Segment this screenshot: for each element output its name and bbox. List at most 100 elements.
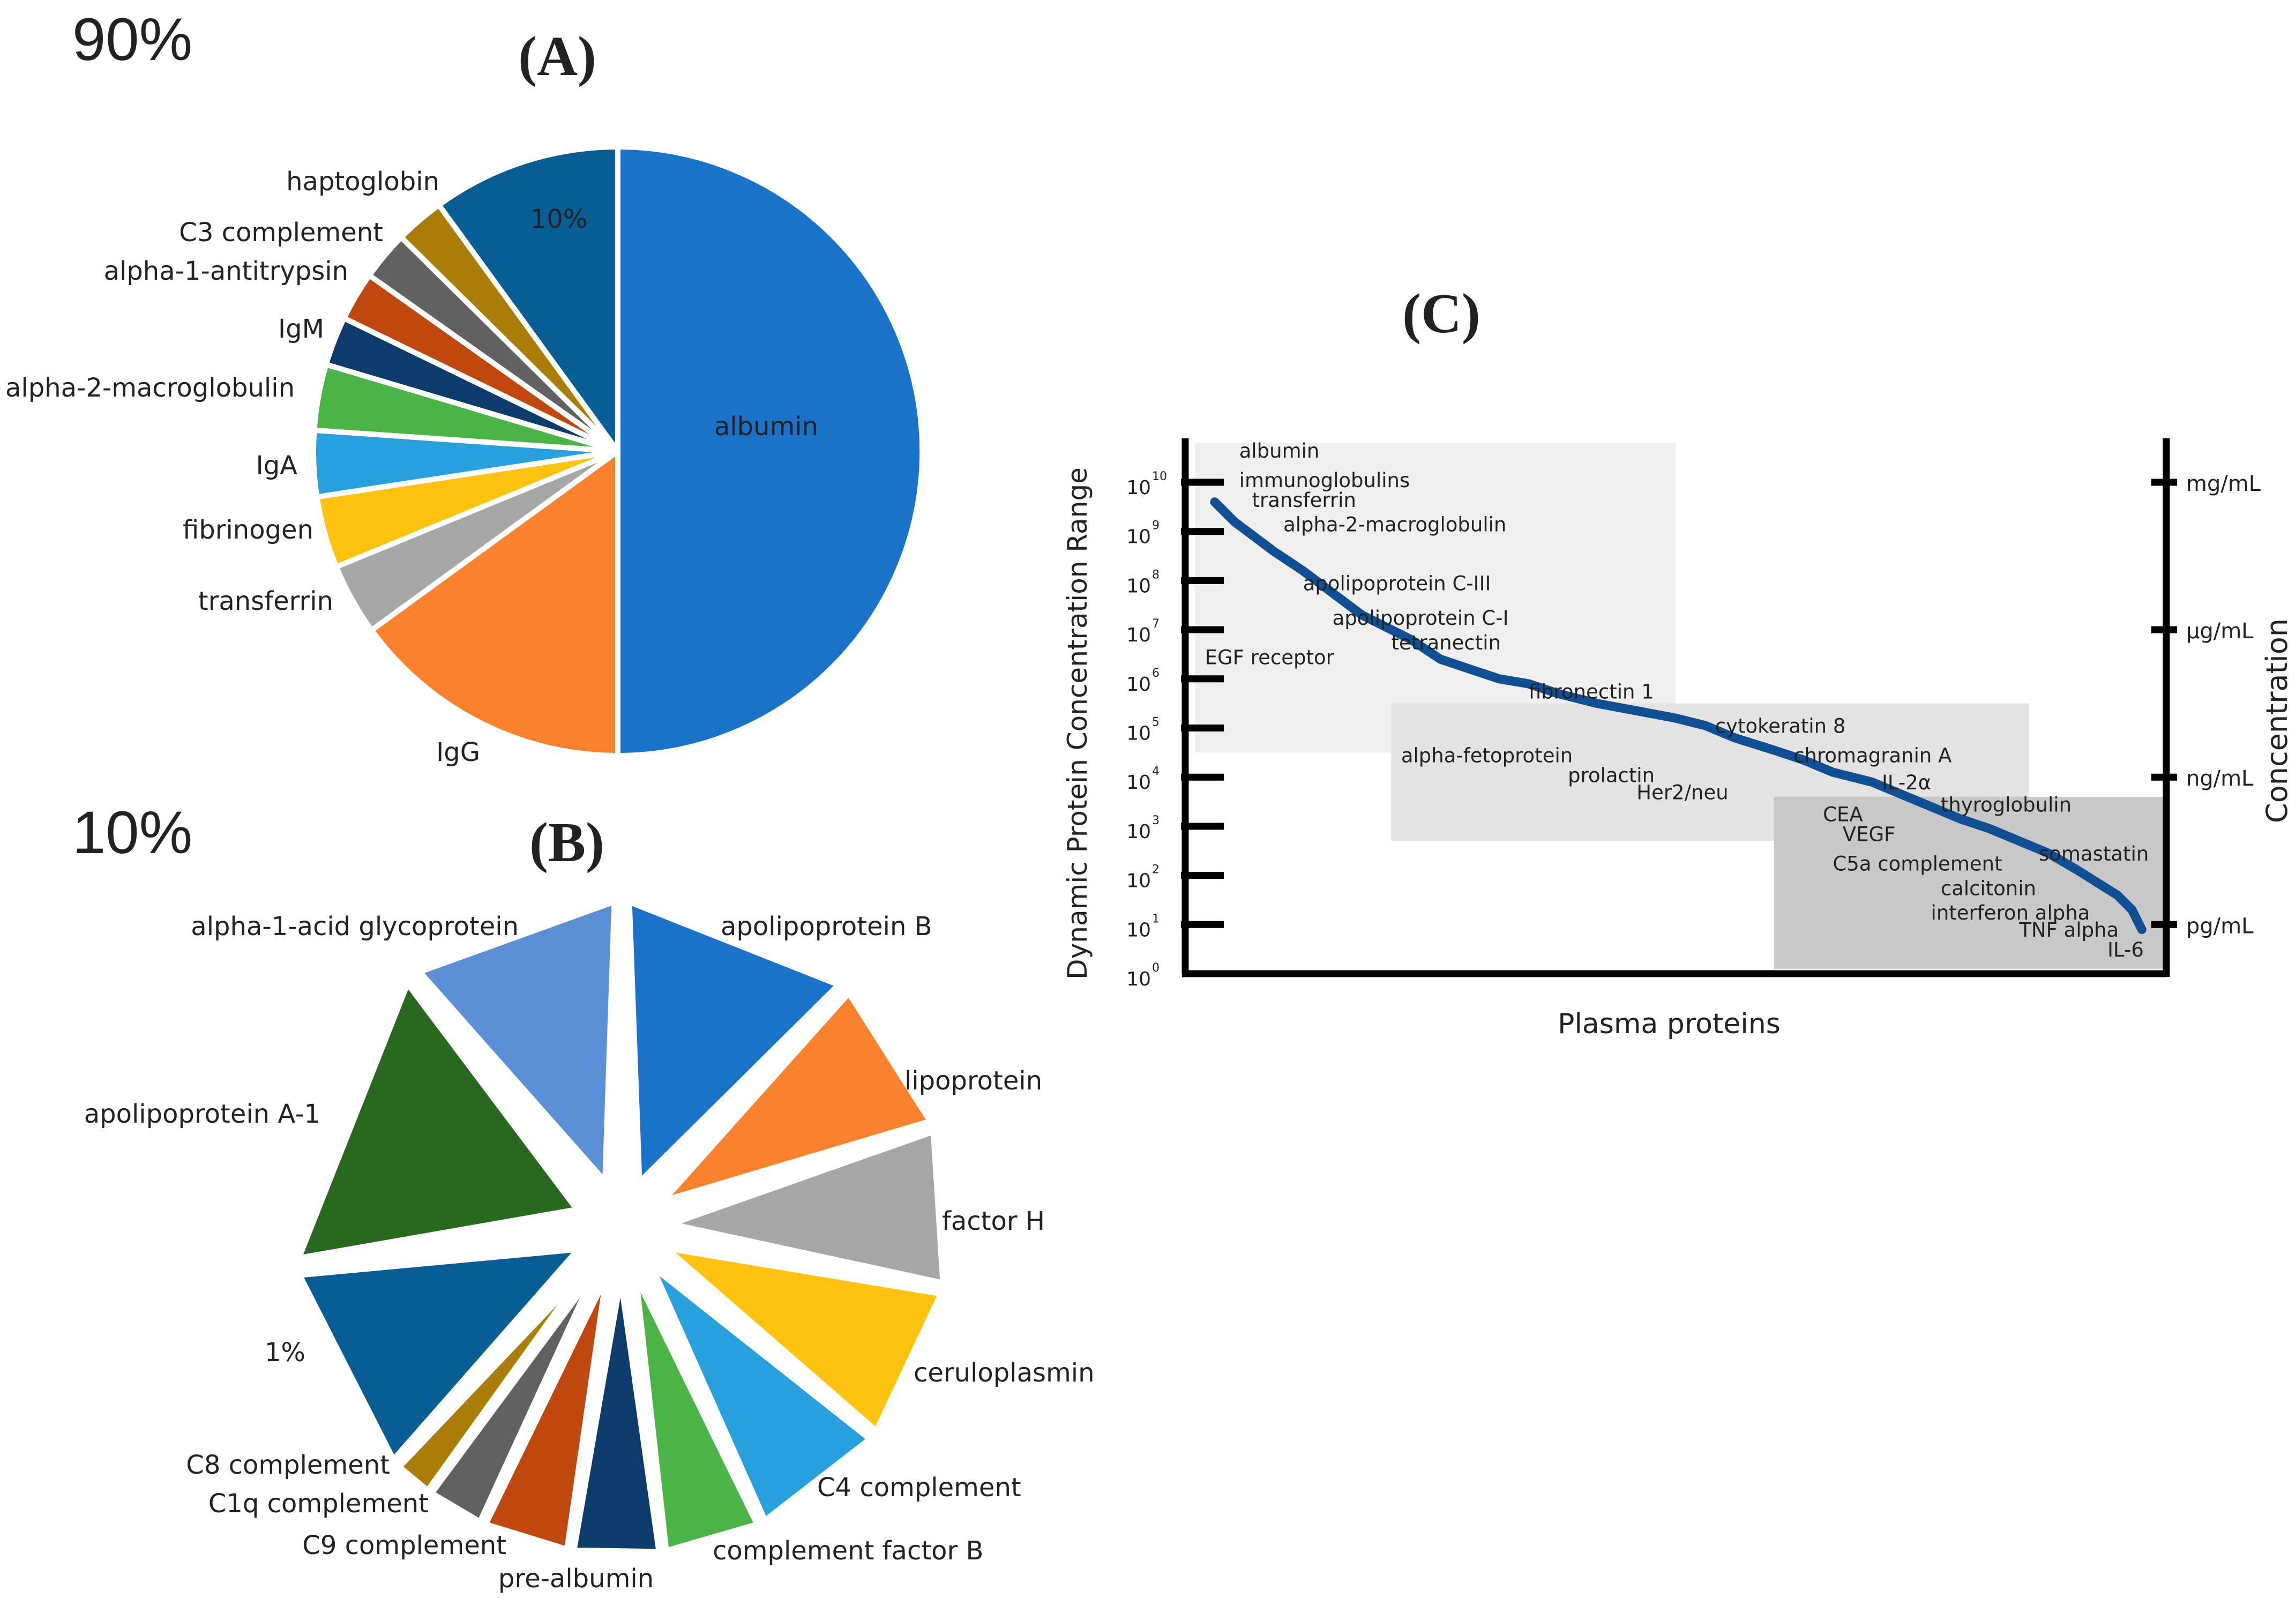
share-label-a: 90% <box>72 6 192 73</box>
panel-c: (C)1001011021031041051061071081091010pg/… <box>1062 282 2294 1040</box>
pie-b-slice-factor-h <box>654 1125 948 1289</box>
y-tick-label-8: 10 <box>1126 575 1151 597</box>
y-tick-label-9: 10 <box>1126 526 1151 548</box>
pie-b-label-apolipoprotein-b: apolipoprotein B <box>721 912 932 942</box>
annotation-cea: CEA <box>1823 803 1863 826</box>
right-tick-label-ng-ml: ng/mL <box>2186 766 2254 791</box>
annotation-alpha-fetoprotein: alpha-fetoprotein <box>1401 744 1573 767</box>
y-tick-label-2: 10 <box>1126 870 1151 892</box>
pie-b-slice-complement-factor-b <box>631 1270 764 1557</box>
panel-label-a: (A) <box>518 25 596 87</box>
y-tick-exponent-2: 2 <box>1152 863 1160 877</box>
pie-b-label-factor-h: factor H <box>942 1206 1045 1236</box>
annotation-immunoglobulins: immunoglobulins <box>1239 469 1410 492</box>
y-tick-label-0: 10 <box>1126 968 1151 990</box>
y-tick-label-10: 10 <box>1126 477 1151 499</box>
pie-b-label-1: 1% <box>265 1338 305 1368</box>
y-tick-exponent-0: 0 <box>1152 961 1160 975</box>
pie-b-slice-1 <box>292 1243 590 1468</box>
annotation-transferrin: transferrin <box>1252 489 1356 512</box>
y-tick-label-1: 10 <box>1126 919 1151 941</box>
panel-b: 10% (B) apolipoprotein B lipoprotein factor … <box>72 799 1095 1594</box>
pie-a-slice-albumin <box>615 144 925 759</box>
pie-b-slice-ceruloplasmin <box>650 1241 948 1439</box>
pie-b-slice-apolipoprotein-a-1 <box>291 974 586 1264</box>
y-tick-exponent-10: 10 <box>1152 470 1167 483</box>
panel-label-c: (C) <box>1402 282 1480 345</box>
annotation-chromagranin-a: chromagranin A <box>1793 744 1951 767</box>
pie-b-label-alpha-1-acid-glycoprotein: alpha-1-acid glycoprotein <box>191 912 519 942</box>
pie-b-slice-pre-albumin <box>568 1272 664 1557</box>
pie-a-label-10: 10% <box>530 204 588 234</box>
annotation-her2-neu: Her2/neu <box>1636 781 1728 804</box>
annotation-thyroglobulin: thyroglobulin <box>1941 793 2071 816</box>
pie-b-label-lipoprotein: lipoprotein <box>904 1066 1042 1096</box>
x-axis-title: Plasma proteins <box>1558 1008 1781 1040</box>
pie-b-slice-c9-complement <box>479 1270 612 1556</box>
pie-b-label-c9-complement: C9 complement <box>302 1530 506 1560</box>
annotation-albumin: albumin <box>1239 439 1320 462</box>
y-tick-exponent-8: 8 <box>1152 568 1160 581</box>
annotation-prolactin: prolactin <box>1568 764 1655 787</box>
pie-b-label-c1q-complement: C1q complement <box>208 1489 429 1519</box>
pie-a-label-igg: IgG <box>436 737 480 767</box>
annotation-tnf-alpha: TNF alpha <box>2018 919 2119 942</box>
pie-a-label-c3-complement: C3 complement <box>179 218 383 248</box>
pie-b-slice-c8-complement <box>392 1260 595 1497</box>
pie-a-slice-10 <box>435 144 620 460</box>
pie-a-label-albumin: albumin <box>714 412 818 442</box>
right-tick-label-mg-ml: mg/mL <box>2186 472 2261 496</box>
y-tick-label-7: 10 <box>1126 624 1151 646</box>
y-tick-exponent-4: 4 <box>1152 765 1160 778</box>
y-tick-exponent-6: 6 <box>1152 667 1160 680</box>
y-tick-exponent-5: 5 <box>1152 716 1160 729</box>
pie-b-label-c8-complement: C8 complement <box>186 1450 390 1480</box>
pie-a-slice-igg <box>368 446 620 759</box>
y-axis-title-right: Concentration <box>2260 618 2294 823</box>
annotation-apolipoprotein-c-i: apolipoprotein C-I <box>1333 607 1509 630</box>
y-tick-exponent-3: 3 <box>1152 814 1160 827</box>
annotation-tetranectin: tetranectin <box>1392 631 1501 654</box>
right-tick-label-pg-ml: pg/mL <box>2186 914 2254 938</box>
concentration-curve <box>1210 497 2147 934</box>
panel-a: 90% (A) albumin IgG transferrin fibrinogen IgA… <box>5 6 925 767</box>
annotation-fibronectin-1: fibronectin 1 <box>1529 680 1654 703</box>
pie-b-slice-lipoprotein <box>648 985 938 1210</box>
pie-b-slice-alpha-1-acid-glycoprotein <box>412 894 619 1193</box>
pie-a-label-haptoglobin: haptoglobin <box>286 167 439 197</box>
pie-b-slice-apolipoprotein-b <box>624 894 847 1193</box>
pie-b-slice-c4-complement <box>646 1260 878 1528</box>
pie-a-label-igm: IgM <box>278 314 324 344</box>
right-tick-label-g-ml: µg/mL <box>2186 619 2254 644</box>
share-label-b: 10% <box>72 799 192 866</box>
pie-b-slice-c1q-complement <box>424 1264 602 1529</box>
pie-a-label-transferrin: transferrin <box>198 586 333 616</box>
annotation-apolipoprotein-c-iii: apolipoprotein C-III <box>1303 572 1491 595</box>
pie-b-label-pre-albumin: pre-albumin <box>498 1564 654 1594</box>
pie-a-label-alpha-2-macroglobulin: alpha-2-macroglobulin <box>5 373 295 403</box>
panel-label-b: (B) <box>529 811 604 873</box>
pie-a-label-iga: IgA <box>256 451 298 481</box>
pie-b-label-c4-complement: C4 complement <box>817 1473 1021 1503</box>
annotation-il-6: IL-6 <box>2107 938 2144 961</box>
annotation-egf-receptor: EGF receptor <box>1205 646 1335 669</box>
annotation-alpha-2-macroglobulin: alpha-2-macroglobulin <box>1283 513 1506 536</box>
pie-b-label-ceruloplasmin: ceruloplasmin <box>914 1358 1095 1388</box>
y-tick-label-6: 10 <box>1126 674 1151 696</box>
pie-b-label-apolipoprotein-a-1: apolipoprotein A-1 <box>84 1099 320 1129</box>
y-axis-title: Dynamic Protein Concentration Range <box>1062 467 1093 980</box>
y-tick-label-5: 10 <box>1126 723 1151 745</box>
y-tick-label-3: 10 <box>1126 821 1151 843</box>
y-tick-exponent-1: 1 <box>1152 912 1160 925</box>
annotation-vegf: VEGF <box>1843 823 1896 846</box>
annotation-c5a-complement: C5a complement <box>1833 852 2002 875</box>
annotation-interferon-alpha: interferon alpha <box>1931 901 2090 924</box>
y-tick-exponent-7: 7 <box>1152 617 1160 631</box>
annotation-calcitonin: calcitonin <box>1941 877 2036 900</box>
y-tick-label-4: 10 <box>1126 772 1151 794</box>
annotation-il-2: IL-2α <box>1882 771 1931 794</box>
annotation-cytokeratin-8: cytokeratin 8 <box>1715 715 1846 738</box>
annotation-somastatin: somastatin <box>2039 842 2149 865</box>
y-tick-exponent-9: 9 <box>1152 519 1160 533</box>
